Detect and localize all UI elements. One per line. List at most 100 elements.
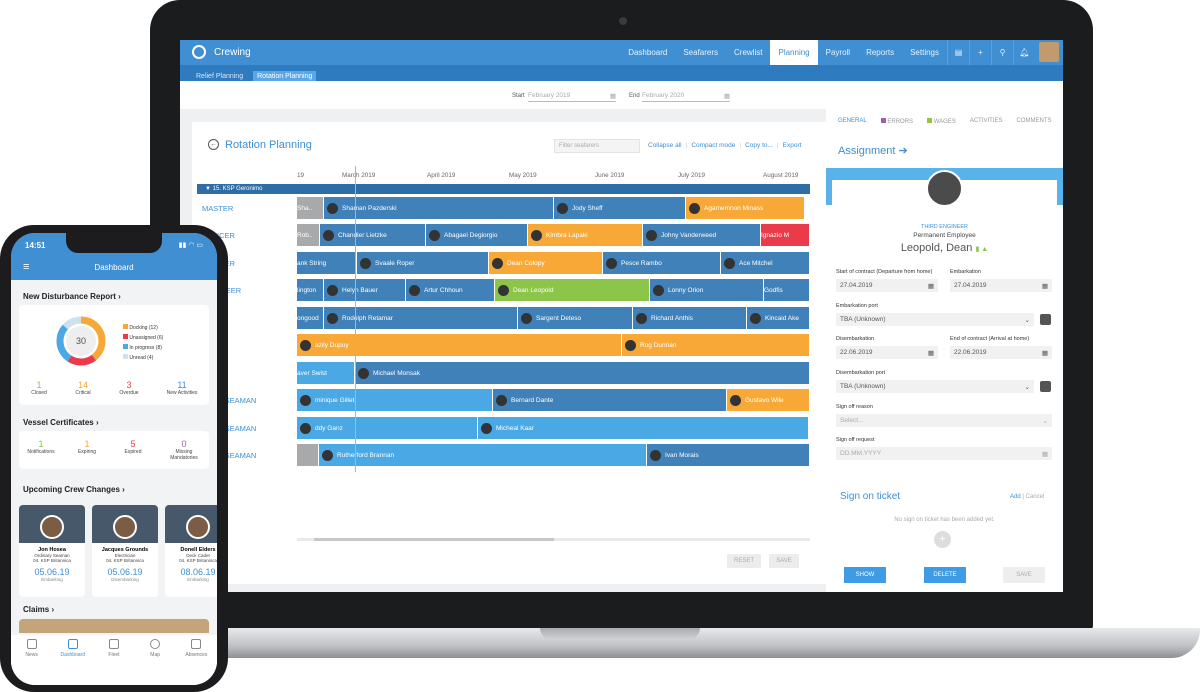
disembarkation-port-select[interactable]: TBA (Unknown) ⌄: [836, 380, 1034, 393]
seafarer-assignment-bar[interactable]: minique Gillet: [297, 389, 493, 411]
rank-label[interactable]: MASTER: [202, 204, 234, 213]
seafarer-assignment-bar[interactable]: Dean Leopold: [495, 279, 650, 301]
cert-expiring[interactable]: 1 Expiring: [77, 439, 97, 455]
stat-overdue[interactable]: 3 Overdue: [119, 380, 139, 396]
nav-seafarers[interactable]: Seafarers: [683, 48, 719, 57]
seafarer-assignment-bar[interactable]: Artur Chhoun: [406, 279, 495, 301]
ship-icon[interactable]: ▤: [947, 40, 969, 65]
tab-comments[interactable]: COMMENTS: [1016, 118, 1052, 124]
vessel-certificates-title[interactable]: Vessel Certificates ›: [23, 418, 99, 427]
map-pin-icon[interactable]: [1040, 381, 1051, 392]
tab-news[interactable]: News: [14, 639, 50, 685]
seafarer-assignment-bar[interactable]: Abagael Degiorgio: [426, 224, 528, 246]
delete-button[interactable]: DELETE: [924, 567, 966, 583]
seafarer-assignment-bar[interactable]: Kimbra Lapaki: [528, 224, 643, 246]
seafarer-assignment-bar[interactable]: Svaale Roper: [357, 252, 489, 274]
tab-fleet[interactable]: Fleet: [96, 639, 132, 685]
nav-planning[interactable]: Planning: [770, 40, 818, 65]
seafarer-assignment-bar[interactable]: Agamemnon Minass: [686, 197, 805, 219]
filter-seafarers-input[interactable]: Filter seafarers: [554, 139, 640, 153]
compact-mode-link[interactable]: Compact mode: [691, 142, 736, 149]
stat-closed[interactable]: 1 Closed: [31, 380, 47, 396]
seafarer-assignment-bar[interactable]: Rodolph Retamar: [324, 307, 518, 329]
menu-icon[interactable]: ≡: [23, 261, 30, 273]
seafarer-assignment-bar[interactable]: ongood: [297, 307, 324, 329]
seafarer-assignment-bar[interactable]: Lonny Orion: [650, 279, 764, 301]
seafarer-assignment-bar[interactable]: Rob..: [297, 224, 320, 246]
map-pin-icon[interactable]: [1040, 314, 1051, 325]
export-link[interactable]: Export: [782, 142, 802, 149]
seafarer-assignment-bar[interactable]: Micheal Kaar: [478, 417, 809, 439]
horizontal-scrollbar[interactable]: [297, 538, 810, 541]
embarkation-input[interactable]: 27.04.2019 ▦: [950, 279, 1052, 292]
seafarer-assignment-bar[interactable]: Ignazio M: [761, 224, 810, 246]
crew-change-card[interactable]: Jon Hosea Ordinary Seaman 04. KSP Britanni…: [19, 505, 85, 597]
add-ticket-icon[interactable]: +: [934, 531, 951, 548]
seafarer-assignment-bar[interactable]: ddy Ganz: [297, 417, 478, 439]
assignment-save-button[interactable]: SAVE: [1003, 567, 1045, 583]
add-link[interactable]: Add: [1010, 494, 1021, 500]
stat-new-activities[interactable]: 11 New Activities: [166, 380, 198, 396]
collapse-all-link[interactable]: Collapse all: [648, 142, 682, 149]
seafarer-assignment-bar[interactable]: ank String: [297, 252, 357, 274]
seafarer-assignment-bar[interactable]: Sargent Deteso: [518, 307, 633, 329]
start-date-input[interactable]: February 2019 ▦: [528, 92, 616, 102]
disturbance-title[interactable]: New Disturbance Report ›: [23, 292, 121, 301]
end-of-contract-input[interactable]: 22.06.2019 ▦: [950, 346, 1052, 359]
disembarkation-input[interactable]: 22.06.2019 ▦: [836, 346, 938, 359]
tab-wages[interactable]: WAGES: [927, 118, 956, 125]
seafarer-assignment-bar[interactable]: azily Dupuy: [297, 334, 622, 356]
seafarer-assignment-bar[interactable]: Rog Dunnan: [622, 334, 810, 356]
crew-change-card[interactable]: Donell Elders Deck Cadet 04. KSP Britannic…: [165, 505, 217, 597]
tab-errors[interactable]: ERRORS: [880, 118, 913, 125]
seafarer-assignment-bar[interactable]: Godfis: [764, 279, 810, 301]
nav-payroll[interactable]: Payroll: [825, 48, 851, 57]
user-avatar[interactable]: [1039, 42, 1059, 62]
cert-expired[interactable]: 5 Expired: [124, 439, 142, 455]
cert-missing[interactable]: 0 Missing Mandatories: [170, 439, 198, 461]
reset-button[interactable]: RESET: [727, 554, 761, 568]
show-button[interactable]: SHOW: [844, 567, 886, 583]
tab-relief-planning[interactable]: Relief Planning: [196, 73, 244, 80]
seafarer-assignment-bar[interactable]: Helyn Bauer: [324, 279, 406, 301]
seafarer-assignment-bar[interactable]: Ace Mitchel: [721, 252, 810, 274]
rank-label[interactable]: NARY SEAMAN: [202, 451, 257, 460]
bell-icon[interactable]: 🔔︎: [1013, 40, 1035, 65]
seafarer-assignment-bar[interactable]: Shaman Pazderski: [324, 197, 554, 219]
seafarer-assignment-bar[interactable]: lington: [297, 279, 324, 301]
vessel-group-header[interactable]: ▼ 15. KSP Geronimo: [197, 184, 810, 194]
end-date-input[interactable]: February 2020 ▦: [642, 92, 730, 102]
tab-absences[interactable]: Absences: [178, 639, 214, 685]
tab-dashboard[interactable]: Dashboard: [55, 639, 91, 685]
rank-label[interactable]: NARY SEAMAN: [202, 424, 257, 433]
seafarer-assignment-bar[interactable]: Kincaid Ake: [747, 307, 810, 329]
copy-to-link[interactable]: Copy to...: [745, 142, 773, 149]
upcoming-crew-changes-title[interactable]: Upcoming Crew Changes ›: [23, 485, 125, 494]
nav-settings[interactable]: Settings: [910, 48, 939, 57]
nav-reports[interactable]: Reports: [866, 48, 895, 57]
tab-general[interactable]: GENERAL: [838, 118, 867, 124]
claims-title[interactable]: Claims ›: [23, 605, 55, 614]
tab-map[interactable]: Map: [137, 639, 173, 685]
seafarer-assignment-bar[interactable]: Michael Monsak: [355, 362, 810, 384]
seafarer-assignment-bar[interactable]: [297, 444, 319, 466]
seafarer-assignment-bar[interactable]: Sha..: [297, 197, 324, 219]
embarkation-port-select[interactable]: TBA (Unknown) ⌄: [836, 313, 1034, 326]
cancel-link[interactable]: Cancel: [1025, 494, 1045, 500]
add-icon[interactable]: +: [969, 40, 991, 65]
start-of-contract-input[interactable]: 27.04.2019 ▦: [836, 279, 938, 292]
save-button[interactable]: SAVE: [769, 554, 799, 568]
tab-rotation-planning[interactable]: Rotation Planning: [253, 71, 317, 83]
seafarer-assignment-bar[interactable]: Richard Anthis: [633, 307, 747, 329]
seafarer-assignment-bar[interactable]: Pesce Rambo: [603, 252, 721, 274]
seafarer-assignment-bar[interactable]: Johny Vanderweed: [643, 224, 761, 246]
nav-dashboard[interactable]: Dashboard: [628, 48, 668, 57]
stat-critical[interactable]: 14 Critical: [75, 380, 91, 396]
seafarer-assignment-bar[interactable]: Jody Sheff: [554, 197, 686, 219]
seafarer-assignment-bar[interactable]: Ivan Morais: [647, 444, 810, 466]
tools-icon[interactable]: ⚲: [991, 40, 1013, 65]
sign-off-reason-select[interactable]: Select... ⌄: [836, 414, 1052, 427]
crew-change-card[interactable]: Jacques Grounds Electrician 04. KSP Britan…: [92, 505, 158, 597]
seafarer-assignment-bar[interactable]: Gustavo Wile: [727, 389, 810, 411]
seafarer-assignment-bar[interactable]: aver Swist: [297, 362, 355, 384]
